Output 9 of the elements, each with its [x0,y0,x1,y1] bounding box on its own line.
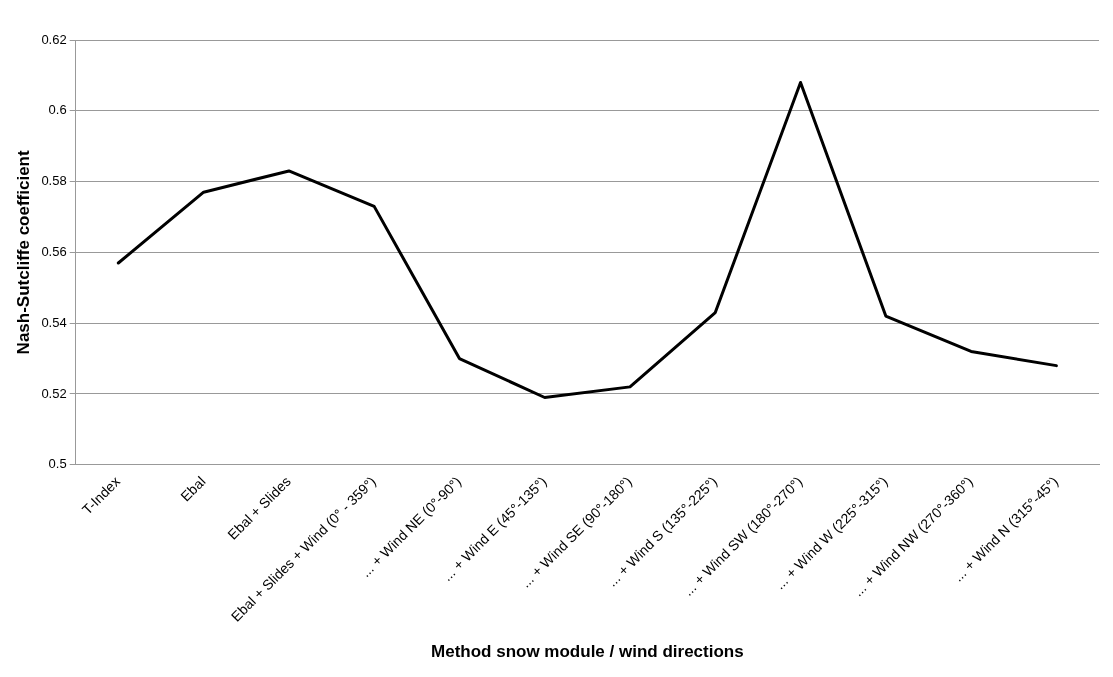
y-tick-label: 0.54 [41,314,67,330]
y-tick-label: 0.56 [41,243,67,259]
y-tick-label: 0.6 [48,102,67,118]
y-tick-label: 0.5 [48,456,67,472]
y-axis-title: Nash-Sutcliffe coefficient [13,150,33,355]
x-axis-title: Method snow module / wind directions [431,642,744,662]
y-tick-label: 0.58 [41,173,67,189]
y-tick-label: 0.62 [41,31,67,47]
y-tick-label: 0.52 [41,385,67,401]
